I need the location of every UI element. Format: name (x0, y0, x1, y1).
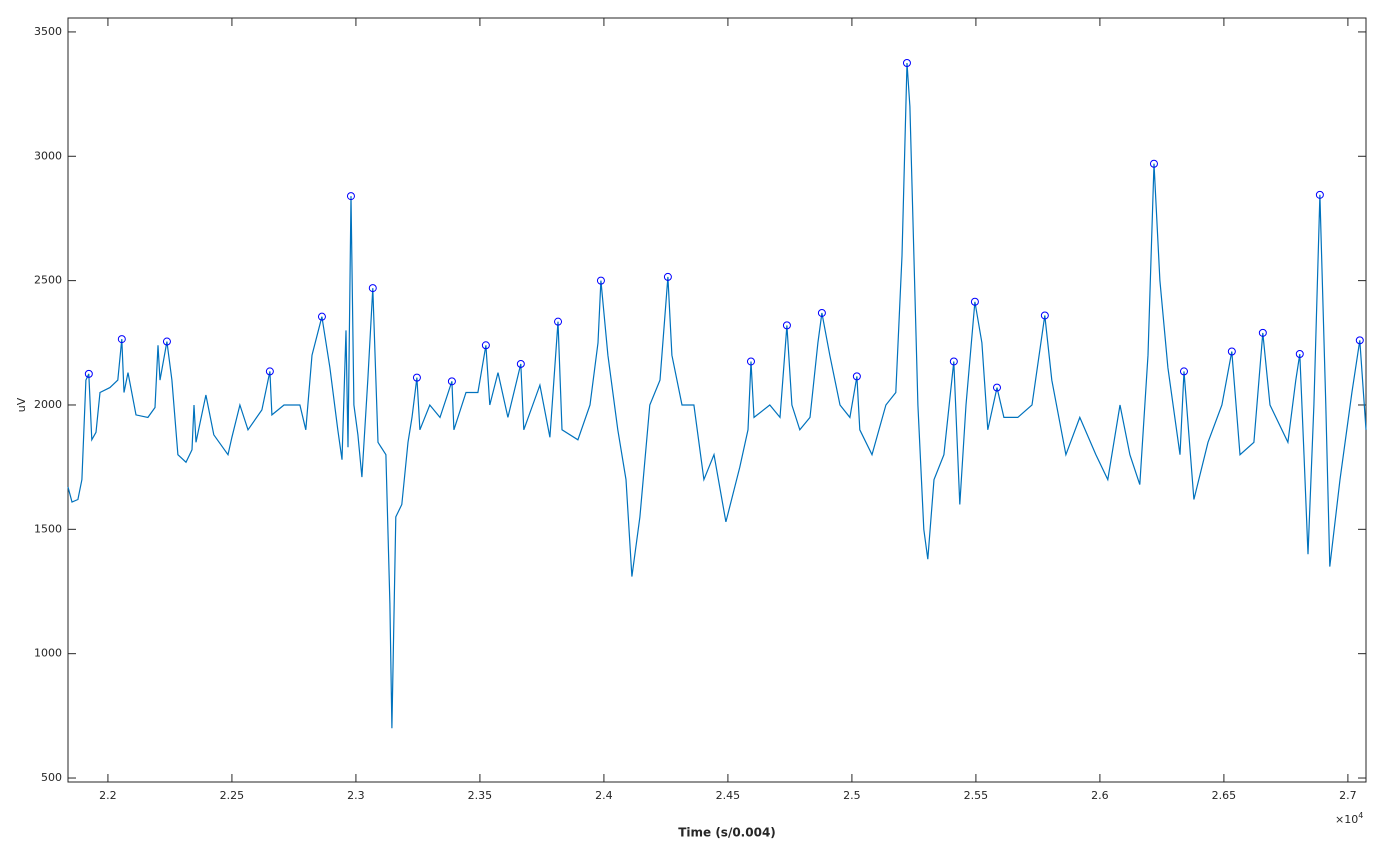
x-tick-label: 2.35 (468, 789, 493, 802)
peak-marker (265, 367, 274, 376)
peak-marker (1355, 336, 1364, 345)
peak-marker (554, 317, 563, 326)
peak-marker (346, 192, 355, 201)
y-axis-label: uV (15, 397, 28, 412)
peak-marker (117, 335, 126, 344)
peak-marker (447, 377, 456, 386)
peak-marker (516, 359, 525, 368)
peak-marker (1040, 311, 1049, 320)
x-tick-label: 2.65 (1212, 789, 1237, 802)
x-tick-label: 2.2 (99, 789, 117, 802)
y-tick-label: 2000 (34, 398, 62, 411)
x-tick-label: 2.55 (964, 789, 989, 802)
peak-marker (663, 272, 672, 281)
peak-marker (992, 383, 1001, 392)
peak-marker (1179, 367, 1188, 376)
x-tick-label: 2.7 (1339, 789, 1357, 802)
signal-line (67, 62, 1367, 729)
axes-box (67, 17, 1367, 783)
peak-marker (481, 341, 490, 350)
peak-marker (1295, 349, 1304, 358)
x-multiplier-exponent: 4 (1358, 811, 1363, 820)
y-tick-label: 1500 (34, 522, 62, 535)
y-tick-label: 500 (41, 771, 62, 784)
peak-marker (1258, 328, 1267, 337)
peak-marker (317, 312, 326, 321)
x-tick-label: 2.3 (347, 789, 365, 802)
peak-marker (949, 357, 958, 366)
y-tick-label: 3500 (34, 25, 62, 38)
y-tick-label: 2500 (34, 274, 62, 287)
y-tick-label: 3000 (34, 149, 62, 162)
x-tick-label: 2.6 (1091, 789, 1109, 802)
x-tick-label: 2.25 (220, 789, 245, 802)
peak-marker (970, 297, 979, 306)
peak-marker (412, 373, 421, 382)
x-tick-label: 2.4 (595, 789, 613, 802)
x-tick-label: 2.5 (843, 789, 861, 802)
peak-marker (368, 284, 377, 293)
x-multiplier: ×104 (1335, 811, 1363, 827)
y-tick-label: 1000 (34, 647, 62, 660)
peak-marker (1227, 347, 1236, 356)
x-tick-label: 2.45 (716, 789, 741, 802)
peak-marker (902, 59, 911, 68)
peak-marker (746, 357, 755, 366)
x-multiplier-base: ×10 (1335, 813, 1358, 826)
peak-marker (162, 337, 171, 346)
peak-marker (817, 308, 826, 317)
peak-marker (852, 372, 861, 381)
peak-marker (1315, 190, 1324, 199)
peak-marker (84, 369, 93, 378)
peak-marker (782, 321, 791, 330)
peak-marker (1149, 159, 1158, 168)
x-axis-label: Time (s/0.004) (678, 826, 776, 840)
peak-marker (596, 276, 605, 285)
